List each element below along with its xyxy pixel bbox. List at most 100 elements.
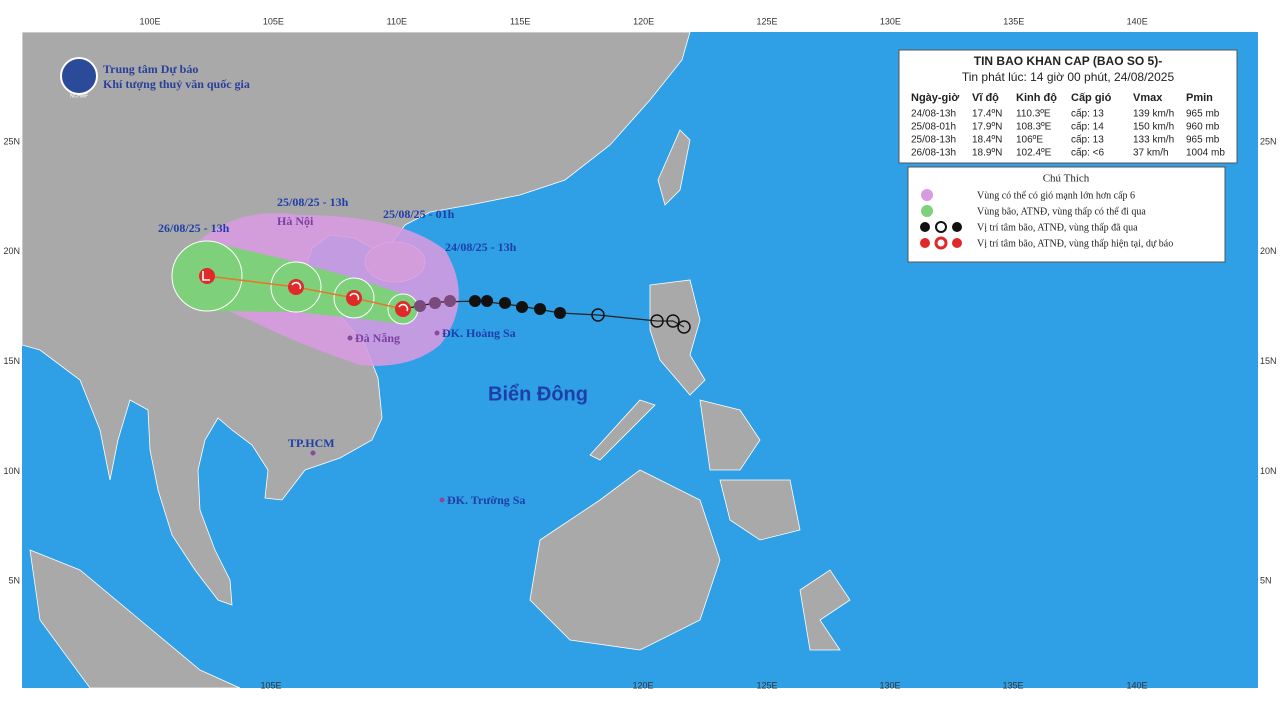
lon-label: 115E — [510, 16, 530, 26]
lon-label: 110E — [387, 16, 407, 26]
lat-label: 20N — [1260, 246, 1277, 256]
legend-icon — [952, 238, 962, 248]
sumatra — [29, 549, 241, 689]
lon-label: 105E — [260, 680, 281, 690]
table-cell: 110.3ºE — [1016, 109, 1051, 120]
bulletin-issued: Tin phát lúc: 14 giờ 00 phút, 24/08/2025 — [962, 70, 1175, 84]
legend-item: Vị trí tâm bão, ATNĐ, vùng thấp hiện tại… — [977, 238, 1173, 249]
place-dot — [434, 330, 440, 336]
lon-label: 130E — [879, 680, 900, 690]
palawan — [589, 399, 656, 461]
legend-icon — [920, 222, 930, 232]
past-positions — [414, 295, 691, 334]
place-dots — [310, 330, 445, 503]
table-cell: cấp: 13 — [1071, 108, 1104, 120]
table-cell: 139 km/h — [1133, 109, 1174, 120]
forecast-storm-icon — [346, 290, 362, 306]
lon-label: 100E — [139, 16, 160, 26]
lon-label: 140E — [1126, 680, 1147, 690]
table-header: Vĩ độ — [972, 92, 999, 104]
lon-label: 135E — [1002, 680, 1023, 690]
track-label: 25/08/25 - 13h — [277, 195, 349, 209]
lon-label: 135E — [1003, 16, 1024, 26]
past-storm-icon — [516, 301, 528, 313]
place-label: Hà Nội — [277, 214, 314, 228]
past-storm-icon — [481, 295, 493, 307]
current-storm-icon — [395, 301, 411, 317]
lon-label: 130E — [880, 16, 901, 26]
bulletin-table: Ngày-giờ Vĩ độ Kinh độ Cấp gió Vmax Pmin 24/08… — [911, 92, 1225, 159]
past-storm-icon — [429, 297, 441, 309]
table-cell: 26/08-13h — [911, 148, 956, 159]
forecast-storm-icon — [288, 279, 304, 295]
logo-text: Trung tâm Dự báo — [103, 62, 198, 76]
legend-icon — [952, 222, 962, 232]
table-header: Vmax — [1133, 92, 1163, 104]
past-storm-icon — [499, 297, 511, 309]
table-cell: cấp: 14 — [1071, 121, 1104, 133]
table-cell: 150 km/h — [1133, 122, 1174, 133]
table-cell: 17.4ºN — [972, 109, 1002, 120]
place-dot — [439, 497, 445, 503]
table-cell: 25/08-01h — [911, 122, 956, 133]
table-cell: 960 mb — [1186, 122, 1220, 133]
mainland — [21, 31, 691, 606]
lat-label: 5N — [8, 576, 20, 586]
axis-labels: 100E 105E 110E 115E 120E 125E 130E 135E 140E 105E… — [3, 16, 1276, 690]
table-cell: 17.9ºN — [972, 122, 1002, 133]
place-dot — [310, 450, 316, 456]
logo-emblem — [60, 57, 98, 95]
legend-swatch — [921, 189, 933, 201]
past-storm-icon — [444, 295, 456, 307]
lat-label: 10N — [3, 466, 20, 476]
place-label: ĐK. Trường Sa — [447, 493, 525, 507]
logo-text: Khí tượng thuỷ văn quốc gia — [103, 77, 250, 91]
lon-label: 120E — [632, 680, 653, 690]
place-label: Đà Nẵng — [355, 331, 400, 345]
table-cell: 102.4ºE — [1016, 148, 1052, 159]
table-cell: 18.9ºN — [972, 148, 1002, 159]
icon-glyph — [202, 271, 409, 312]
forecast-track — [206, 275, 404, 310]
sulawesi — [799, 569, 851, 651]
taiwan — [657, 129, 691, 206]
bulletin-title: TIN BAO KHAN CAP (BAO SO 5)- — [974, 54, 1162, 68]
place-label: TP.HCM — [288, 436, 335, 450]
table-cell: 108.3ºE — [1016, 122, 1052, 133]
lon-label: 120E — [633, 16, 654, 26]
bulletin-box — [898, 49, 1238, 164]
forecast-low-icon — [199, 268, 215, 284]
legend-icon — [935, 221, 947, 233]
table-header: Kinh độ — [1016, 92, 1057, 104]
lat-label: 15N — [1260, 356, 1277, 366]
legend-icon — [920, 238, 930, 248]
table-cell: 1004 mb — [1186, 148, 1225, 159]
track-label: 26/08/25 - 13h — [158, 221, 230, 235]
past-storm-icon — [469, 295, 481, 307]
mindanao — [719, 479, 801, 541]
forecast-positions — [199, 268, 411, 317]
past-storm-icon — [554, 307, 566, 319]
past-depression-icon — [666, 314, 680, 328]
past-depression-icon — [650, 314, 664, 328]
table-cell: 25/08-13h — [911, 135, 956, 146]
place-label: ĐK. Hoàng Sa — [442, 326, 516, 340]
table-cell: 18.4ºN — [972, 135, 1002, 146]
lat-label: 5N — [1260, 576, 1272, 586]
sea-label: Biển Đông — [488, 383, 588, 405]
table-cell: 133 km/h — [1133, 135, 1174, 146]
table-header: Pmin — [1186, 92, 1213, 104]
lon-label: 105E — [263, 16, 284, 26]
table-cell: cấp: 13 — [1071, 134, 1104, 146]
table-cell: cấp: <6 — [1071, 147, 1105, 159]
table-cell: 24/08-13h — [911, 109, 956, 120]
lon-label: 140E — [1127, 16, 1148, 26]
track-label: 24/08/25 - 13h — [445, 240, 517, 254]
past-depression-icon — [591, 308, 605, 322]
table-cell: 106ºE — [1016, 135, 1043, 146]
lon-label: 125E — [756, 16, 777, 26]
table-header: Cấp gió — [1071, 92, 1112, 104]
lat-label: 15N — [3, 356, 20, 366]
